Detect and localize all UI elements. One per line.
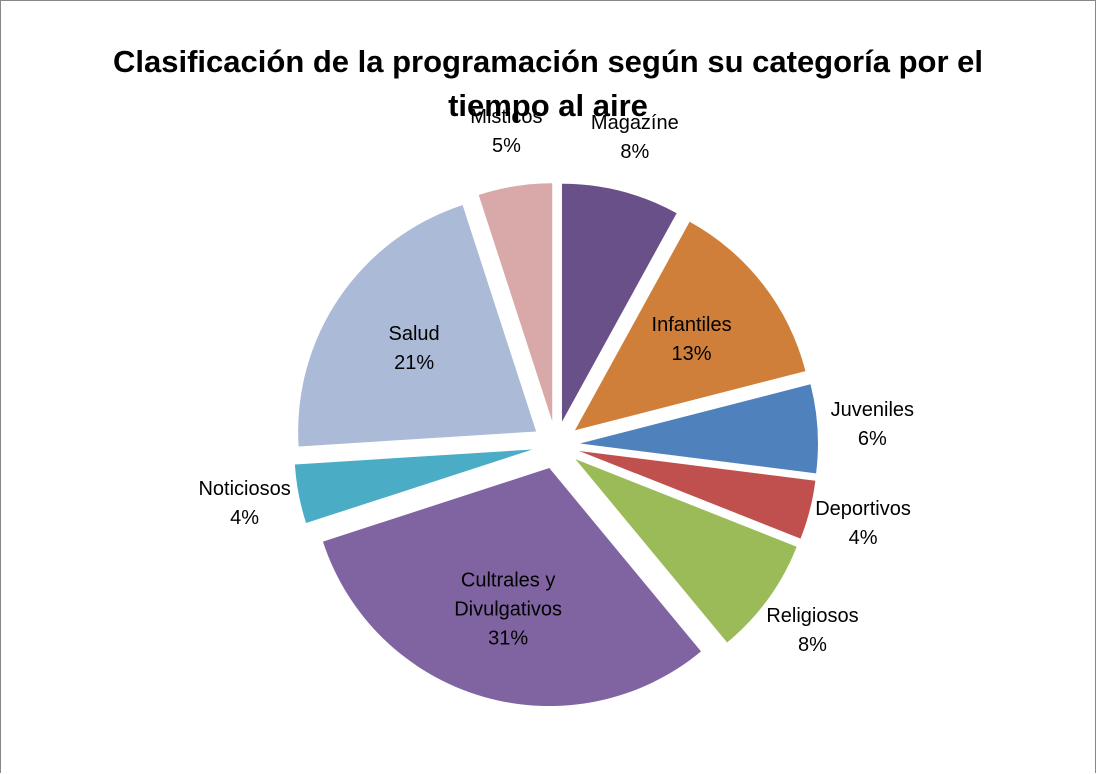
category-label: Misticos bbox=[470, 105, 543, 128]
category-label: Magazíne bbox=[590, 111, 679, 134]
data-label: Magazíne 8% bbox=[572, 109, 697, 167]
pie-slice bbox=[561, 183, 677, 422]
data-label: Cultrales y Divulgativos 31% bbox=[446, 566, 571, 653]
pie-slice bbox=[294, 449, 533, 524]
pie-slice bbox=[298, 205, 537, 447]
value-label: 6% bbox=[857, 428, 887, 451]
data-label: Salud 21% bbox=[352, 320, 477, 378]
value-label: 31% bbox=[488, 627, 529, 650]
category-label: Noticiosos bbox=[198, 478, 291, 501]
category-label: Salud bbox=[388, 322, 440, 345]
data-label: Infantiles 13% bbox=[629, 311, 754, 369]
value-label: 8% bbox=[798, 634, 827, 657]
pie-slice bbox=[322, 468, 702, 707]
data-label: Juveniles 6% bbox=[810, 396, 935, 454]
value-label: 13% bbox=[671, 342, 712, 365]
value-label: 4% bbox=[848, 526, 878, 549]
pie-slice bbox=[478, 183, 553, 422]
value-label: 4% bbox=[230, 507, 260, 530]
pie-slice bbox=[579, 384, 818, 474]
data-label: Religiosos 8% bbox=[750, 602, 875, 660]
data-label: Deportivos 4% bbox=[801, 495, 926, 553]
category-label: Deportivos bbox=[815, 497, 911, 520]
category-label: Juveniles bbox=[830, 399, 915, 422]
pie-slice bbox=[579, 450, 816, 539]
value-label: 8% bbox=[620, 140, 650, 163]
category-label: Infantiles bbox=[651, 313, 732, 336]
data-label: Misticos 5% bbox=[444, 103, 569, 161]
category-label: Cultrales y Divulgativos bbox=[454, 569, 563, 621]
pie-slice bbox=[574, 221, 806, 431]
category-label: Religiosos bbox=[766, 605, 859, 628]
value-label: 5% bbox=[491, 134, 521, 157]
chart-title: Clasificación de la programación según s… bbox=[113, 44, 983, 123]
data-label: Noticiosos 4% bbox=[182, 475, 307, 533]
pie-slice bbox=[575, 459, 797, 643]
value-label: 21% bbox=[394, 351, 435, 374]
